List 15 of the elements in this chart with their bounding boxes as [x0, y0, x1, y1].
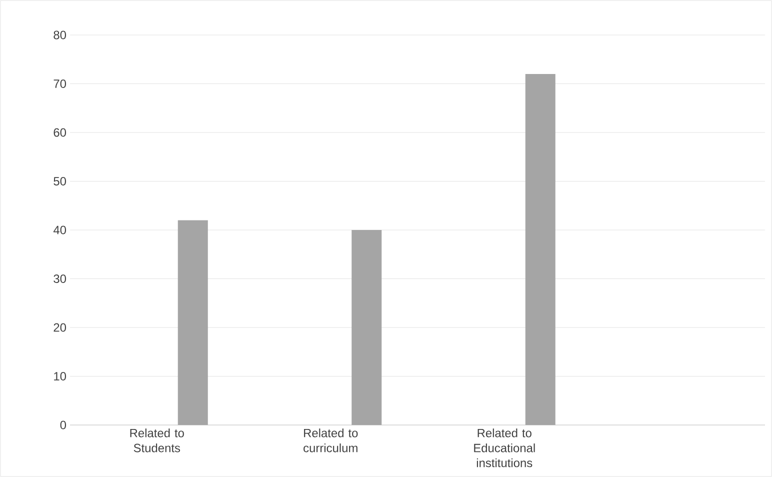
- y-tick-label: 70: [54, 80, 66, 88]
- x-tick-label: Related to Educational institutions: [474, 428, 535, 468]
- x-tick-label: Related to curriculum: [304, 428, 358, 452]
- y-tick-label: 10: [54, 372, 66, 380]
- y-tick-label: 40: [53, 226, 66, 234]
- y-tick-label: 30: [54, 274, 66, 283]
- y-tick-label: 50: [54, 177, 66, 186]
- y-tick-label: 80: [54, 30, 66, 40]
- x-tick-label: Related to Students: [130, 428, 184, 452]
- y-tick-label: 60: [54, 128, 66, 137]
- bar: [178, 220, 208, 425]
- bar: [352, 230, 382, 425]
- y-tick-label: 20: [54, 323, 66, 332]
- y-tick-label: 0: [60, 420, 66, 430]
- bar: [525, 74, 556, 425]
